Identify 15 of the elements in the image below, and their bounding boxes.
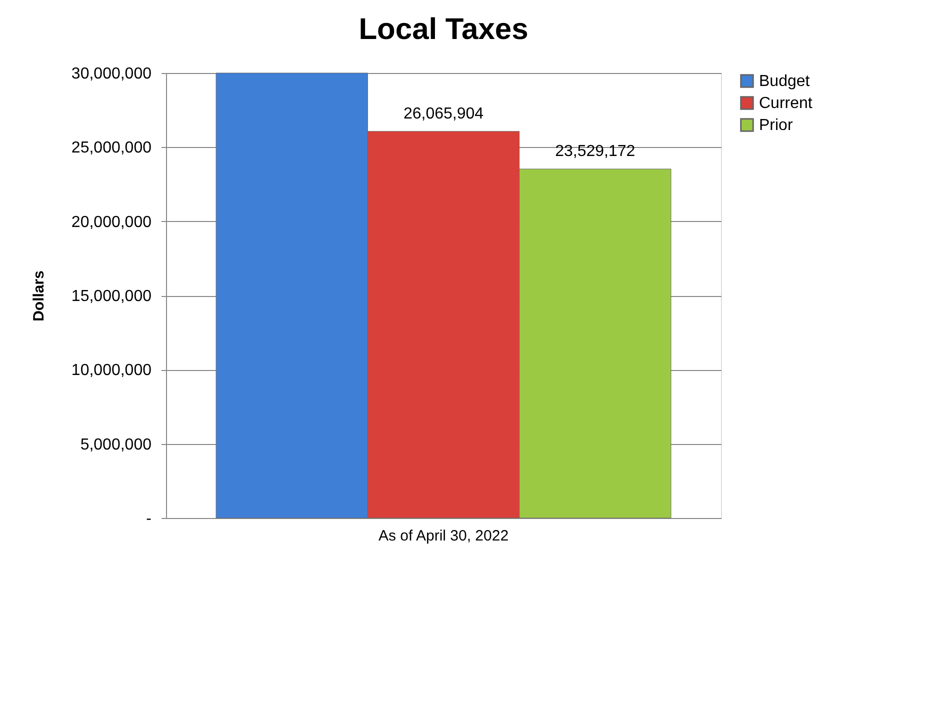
y-tick-label: 10,000,000 <box>71 362 152 380</box>
legend-label: Prior <box>759 117 794 134</box>
y-tick-label: - <box>146 510 152 528</box>
data-label: 26,065,904 <box>403 105 484 122</box>
y-tick-label: 30,000,000 <box>71 66 152 82</box>
y-tick-label: 20,000,000 <box>71 214 152 231</box>
y-axis-title: Dollars <box>30 270 48 322</box>
legend-label: Budget <box>759 73 810 90</box>
legend-label: Current <box>759 95 813 112</box>
x-tick-label: As of April 30, 2022 <box>378 528 509 544</box>
data-label: 23,529,172 <box>555 142 636 160</box>
y-tick-label: 15,000,000 <box>71 288 152 305</box>
y-tick-label: 25,000,000 <box>71 140 152 157</box>
y-tick-label: 5,000,000 <box>80 436 152 454</box>
chart-title: Local Taxes <box>358 13 528 46</box>
